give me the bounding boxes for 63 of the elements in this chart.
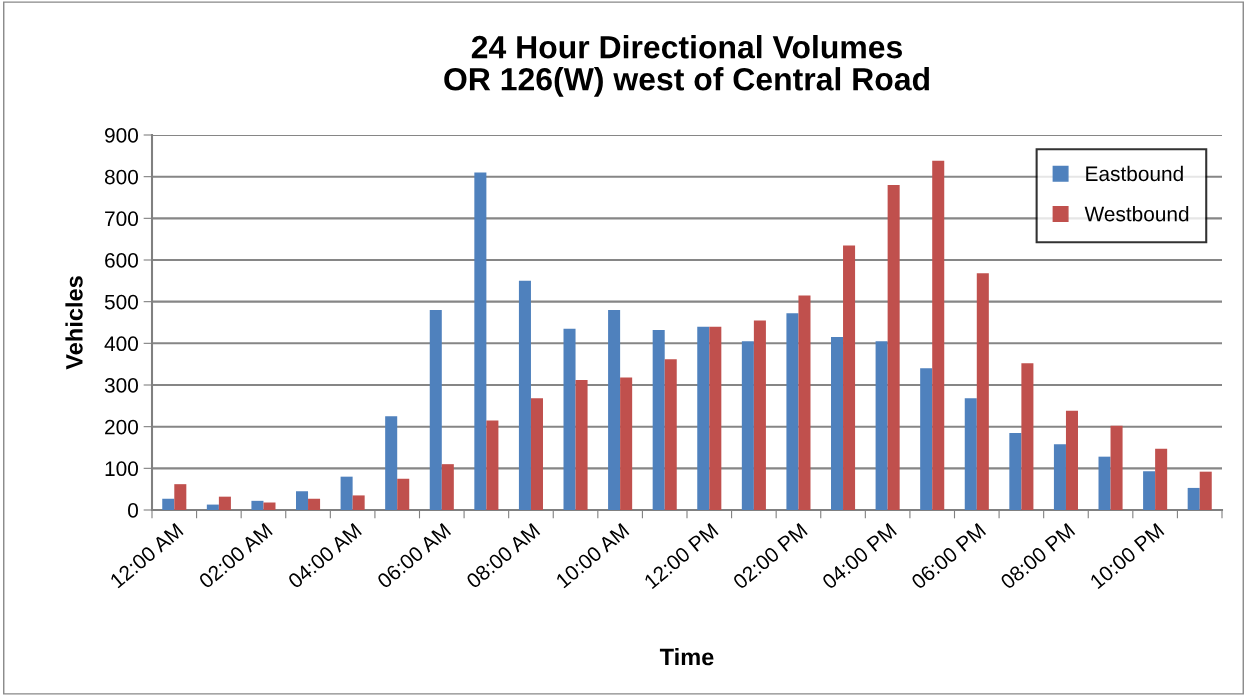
legend-label: Westbound [1084, 206, 1189, 222]
bar [206, 504, 219, 510]
bar [251, 500, 264, 510]
y-tick-label: 100 [105, 461, 138, 477]
bar [697, 326, 710, 510]
bar [964, 398, 977, 510]
bar [1021, 363, 1034, 510]
y-tick-label: 600 [105, 253, 138, 268]
bar [652, 330, 665, 510]
bar [920, 368, 933, 510]
bar [620, 377, 633, 510]
bar [530, 398, 543, 510]
bar [429, 310, 442, 510]
bar [1053, 444, 1066, 510]
bar [798, 295, 811, 510]
bar [218, 496, 231, 510]
bar [340, 476, 353, 510]
bar [1187, 487, 1200, 510]
bar [843, 245, 856, 510]
bar [1098, 456, 1111, 510]
legend-label: Eastbound [1086, 165, 1183, 182]
y-tick-label: 200 [105, 419, 138, 435]
bar [162, 498, 175, 510]
bar [1009, 432, 1022, 510]
bar [831, 337, 844, 510]
bar [1199, 471, 1212, 510]
bar [474, 172, 487, 510]
bar [296, 491, 309, 510]
bar [385, 416, 398, 510]
bar [308, 498, 321, 510]
chart-title: 24 Hour Directional Volumes OR 126(W) west of Central Road [444, 35, 929, 97]
y-tick-label: 700 [105, 211, 138, 227]
bar [563, 328, 576, 510]
bar [575, 380, 588, 510]
bar [608, 310, 621, 510]
bar [753, 320, 766, 510]
bar [441, 464, 454, 510]
y-axis-title: Vehicles [65, 276, 83, 370]
bar [174, 484, 187, 510]
bar [518, 280, 531, 510]
bar [664, 359, 677, 510]
bar [486, 420, 499, 510]
bar [976, 273, 989, 510]
bar [263, 502, 276, 510]
y-tick-label: 800 [104, 169, 138, 185]
bar [741, 341, 754, 510]
y-tick-label: 0 [128, 503, 138, 518]
y-tick-label: 500 [104, 294, 138, 310]
bar [887, 185, 900, 510]
bar [1155, 448, 1168, 510]
y-tick-label: 900 [105, 128, 138, 143]
y-tick-label: 300 [104, 378, 138, 393]
bar [1143, 471, 1156, 510]
bar [1110, 425, 1123, 510]
bar [875, 341, 888, 510]
bar [932, 160, 945, 510]
bar [709, 326, 722, 510]
bar [352, 495, 365, 510]
bar [397, 478, 410, 510]
y-tick-label: 400 [104, 336, 138, 352]
bar [786, 313, 799, 510]
bar [1065, 410, 1078, 510]
x-axis-title: Time [659, 647, 714, 666]
